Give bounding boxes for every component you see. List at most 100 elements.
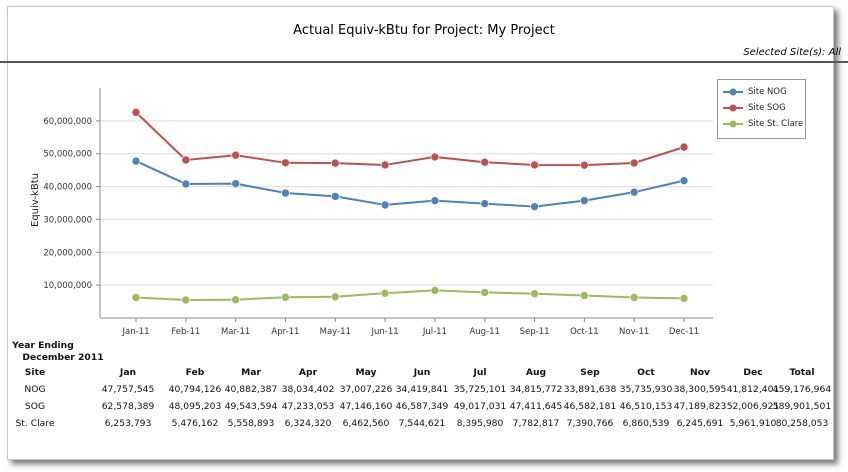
table-cell: 7,390,766	[566, 418, 614, 429]
table-cell: 47,411,645	[509, 401, 563, 412]
y-tick-label: 60,000,000	[43, 117, 92, 127]
data-point-nog	[330, 192, 340, 201]
table-cell: 49,543,594	[224, 401, 278, 412]
table-column-header: Aug	[525, 367, 547, 378]
table-column-header: Feb	[185, 367, 205, 378]
table-cell: 8,395,980	[456, 418, 504, 429]
table-cell: 6,245,691	[676, 418, 724, 429]
table-cell: 38,300,595	[673, 384, 727, 395]
data-point-stclare	[330, 292, 340, 302]
data-point-stclare	[131, 293, 141, 302]
table-cell: 46,587,349	[395, 401, 449, 412]
table-cell: 46,510,153	[619, 401, 673, 412]
table-row-label: St. Clare	[15, 418, 55, 429]
table-cell: 6,860,539	[622, 418, 670, 429]
data-point-sog	[330, 158, 340, 168]
table-column-header: Mar	[241, 367, 261, 378]
x-tick-label: Mar-11	[221, 327, 250, 337]
x-tick-label: May-11	[320, 327, 351, 337]
data-point-stclare	[480, 288, 490, 297]
y-tick-label: 20,000,000	[43, 248, 92, 258]
y-tick-label: 50,000,000	[43, 150, 92, 160]
table-cell: 34,419,841	[395, 384, 449, 395]
table-column-header: Site	[24, 367, 46, 378]
table-column-header: Apr	[298, 367, 318, 378]
table-cell: 7,782,817	[512, 418, 560, 429]
y-axis-label: Equiv-kBtu	[30, 173, 41, 227]
table-cell: 35,735,930	[619, 384, 673, 395]
table-heading-line2: December 2011	[22, 352, 104, 363]
table-column-header: Jul	[473, 367, 487, 378]
data-point-stclare	[430, 286, 440, 295]
table-cell: 589,901,501	[772, 401, 832, 412]
data-point-sog	[181, 155, 191, 165]
table-cell: 52,006,921	[726, 401, 780, 412]
table-column-header: Jun	[413, 367, 431, 378]
table-column-header: Jan	[119, 367, 137, 378]
series-line-stclare	[135, 289, 685, 302]
report-panel	[7, 6, 834, 460]
data-point-stclare	[679, 294, 689, 303]
table-cell: 6,462,560	[342, 418, 390, 429]
table-cell: 7,544,621	[398, 418, 446, 429]
header-divider	[0, 61, 848, 63]
data-point-sog	[430, 152, 440, 162]
x-tick-label: Aug-11	[469, 327, 499, 337]
y-tick-label: 10,000,000	[43, 281, 92, 291]
data-point-nog	[530, 202, 539, 211]
data-point-stclare	[629, 293, 639, 302]
data-point-stclare	[181, 295, 191, 305]
series-line-sog	[135, 111, 685, 167]
selected-sites-label: Selected Site(s): All	[743, 47, 841, 58]
table-cell: 5,476,162	[171, 418, 219, 429]
x-tick-label: Sep-11	[520, 327, 550, 337]
table-row-label: NOG	[24, 384, 46, 395]
table-column-header: Total	[789, 367, 815, 378]
data-point-nog	[580, 196, 589, 205]
table-cell: 40,794,126	[168, 384, 222, 395]
legend-label: Site St. Clare	[748, 119, 804, 129]
data-point-stclare	[530, 289, 539, 299]
x-tick-label: Feb-11	[171, 327, 200, 337]
chart-title: Actual Equiv-kBtu for Project: My Projec…	[293, 23, 555, 38]
data-point-stclare	[281, 292, 290, 302]
data-point-nog	[480, 199, 490, 208]
legend-item-stclare: Site St. Clare	[722, 117, 803, 131]
table-heading-line1: Year Ending	[12, 340, 74, 351]
x-tick-label: Jul-11	[422, 327, 447, 337]
table-cell: 5,961,910	[729, 418, 777, 429]
legend-label: Site NOG	[748, 87, 787, 97]
table-cell: 62,578,389	[101, 401, 155, 412]
legend-marker	[723, 88, 743, 96]
data-point-stclare	[380, 288, 390, 298]
table-cell: 38,034,402	[281, 384, 335, 395]
table-column-header: Sep	[580, 367, 600, 378]
table-cell: 6,324,320	[284, 418, 332, 429]
table-cell: 41,812,401	[726, 384, 780, 395]
table-cell: 46,582,181	[563, 401, 617, 412]
data-point-nog	[679, 176, 689, 185]
table-cell: 6,253,793	[104, 418, 152, 429]
table-cell: 35,725,101	[453, 384, 507, 395]
data-point-sog	[530, 160, 539, 170]
legend-label: Site SOG	[748, 103, 786, 113]
x-tick-label: Nov-11	[619, 327, 649, 337]
table-cell: 40,882,387	[224, 384, 278, 395]
table-cell: 48,095,203	[168, 401, 222, 412]
legend-item-nog: Site NOG	[722, 85, 787, 99]
data-point-sog	[580, 160, 589, 170]
data-point-sog	[629, 158, 639, 168]
y-tick-label: 30,000,000	[43, 215, 92, 225]
table-cell: 47,146,160	[339, 401, 393, 412]
table-cell: 47,233,053	[281, 401, 335, 412]
series-line-nog	[135, 160, 685, 208]
table-cell: 49,017,031	[453, 401, 507, 412]
x-tick-label: Apr-11	[271, 327, 299, 337]
data-point-nog	[231, 179, 240, 188]
data-point-sog	[679, 142, 689, 152]
data-point-nog	[430, 196, 440, 205]
table-cell: 80,258,053	[775, 418, 829, 429]
data-point-sog	[131, 108, 141, 117]
data-point-nog	[629, 187, 639, 197]
table-column-header: May	[355, 367, 377, 378]
